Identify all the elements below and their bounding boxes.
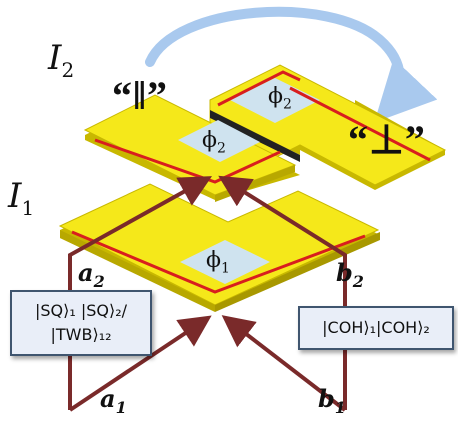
phase-box-bottom: [180, 240, 270, 284]
beam-label-a1: a1: [100, 384, 127, 417]
phase-box-top-left: [178, 120, 260, 162]
input-state-left-line2: |TWB⟩₁₂: [50, 325, 112, 344]
beam-a2-path: [68, 176, 212, 410]
input-state-box-right: |COH⟩₁|COH⟩₂: [298, 306, 454, 350]
phase-label-bottom: ϕ1: [206, 248, 230, 277]
beam-b1-path: [221, 315, 347, 412]
interface-label-1: I1: [8, 176, 35, 220]
parallel-config-label: “‖”: [112, 73, 168, 118]
plate-parallel: [83, 94, 300, 202]
beam-label-b2: b2: [336, 258, 364, 291]
beam-label-a2: a2: [78, 258, 105, 291]
phase-label-top-right: ϕ2: [268, 84, 292, 113]
interface-label-2: I2: [48, 38, 75, 82]
phase-box-top-right: [230, 78, 320, 123]
beam-paths: [68, 175, 347, 412]
beam-b2-path: [218, 175, 347, 410]
rotation-arrow: [145, 6, 438, 123]
input-state-left-line1: |SQ⟩₁ |SQ⟩₂/: [34, 301, 128, 320]
phase-label-top-left: ϕ2: [202, 128, 226, 157]
beam-a1-path: [68, 315, 212, 412]
input-state-right-line1: |COH⟩₁|COH⟩₂: [322, 318, 430, 337]
beam-label-b1: b1: [318, 384, 346, 417]
input-state-box-left: |SQ⟩₁ |SQ⟩₂/ |TWB⟩₁₂: [10, 290, 152, 356]
perpendicular-config-label: “⊥”: [348, 117, 426, 162]
